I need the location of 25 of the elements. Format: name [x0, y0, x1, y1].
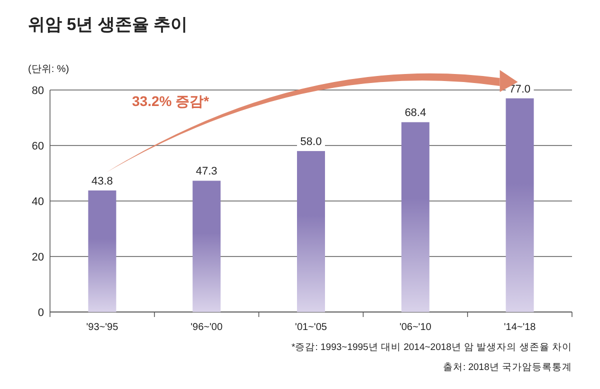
y-tick-label: 60 [32, 140, 44, 152]
x-tick-label: '96~'00 [190, 322, 223, 333]
source-note: 출처: 2018년 국가암등록통계 [442, 362, 572, 373]
data-label: 68.4 [404, 107, 426, 120]
x-tick-label: '01~'05 [295, 322, 328, 333]
data-label: 47.3 [196, 166, 218, 178]
text: *증감: 1993~1995년 대비 2014~2018년 암 발생자의 생존율 차이 [292, 342, 572, 353]
bar [192, 180, 221, 312]
y-axis-title: (단위: %) [28, 64, 70, 75]
y-tick-label: 80 [32, 85, 44, 97]
chart-title: 위암 5년 생존율 추이 [28, 15, 188, 34]
y-tick-label: 0 [38, 307, 44, 319]
data-label: 43.8 [91, 175, 113, 188]
y-tick-label: 20 [32, 252, 44, 264]
bar [401, 122, 430, 312]
data-label: 77.0 [509, 83, 531, 96]
bar [88, 190, 116, 312]
annotation: 33.2% 증감* [132, 93, 210, 109]
y-tick-label: 40 [32, 196, 44, 208]
x-tick-label: '14~'18 [504, 322, 536, 333]
bar [297, 151, 325, 312]
x-tick-label: '93~'95 [86, 322, 119, 333]
data-label: 58.0 [300, 136, 322, 148]
bar [506, 98, 534, 312]
x-tick-label: '06~'10 [399, 322, 432, 333]
